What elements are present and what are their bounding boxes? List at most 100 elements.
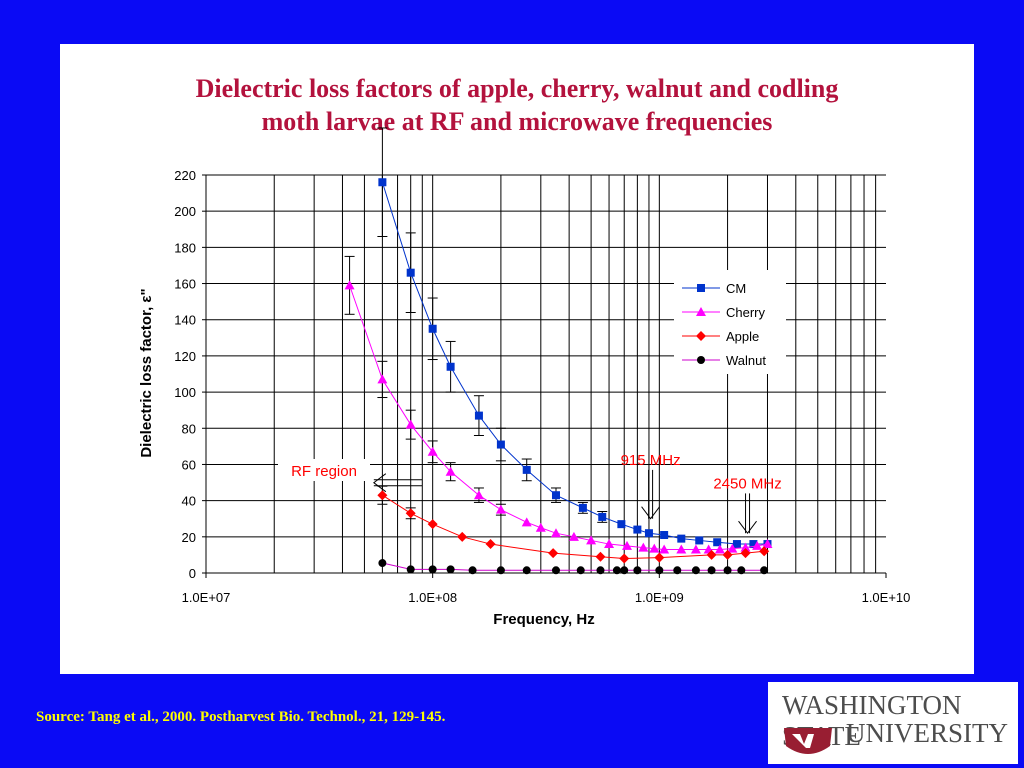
source-citation: Source: Tang et al., 2000. Postharvest B…: [36, 709, 446, 725]
marker-cherry: [676, 544, 687, 554]
marker-cherry: [427, 446, 438, 456]
series-cm: [377, 127, 772, 549]
rf-region-box: [278, 459, 370, 481]
title-line-2: moth larvae at RF and microwave frequenc…: [261, 107, 773, 136]
marker-walnut: [633, 566, 642, 575]
rf-arrow-head: [372, 473, 387, 493]
marker-apple: [377, 490, 388, 501]
marker-cherry: [405, 419, 416, 429]
marker-walnut: [446, 565, 455, 574]
y-tick-label: 80: [182, 421, 196, 436]
y-tick-label: 180: [174, 240, 196, 255]
legend-label-walnut: Walnut: [726, 353, 766, 368]
marker-cm: [496, 440, 505, 449]
legend-label-apple: Apple: [726, 329, 759, 344]
university-logo: WASHINGTON STATE UNIVERSITY: [768, 682, 1018, 764]
marker-cherry: [690, 544, 701, 554]
marker-cherry: [445, 466, 456, 476]
slide-title: Dielectric loss factors of apple, cherry…: [60, 72, 974, 138]
freq-arrow-head: [641, 506, 660, 520]
marker-walnut: [406, 565, 415, 574]
marker-apple: [427, 519, 438, 530]
legend-label-cm: CM: [726, 281, 746, 296]
marker-cm: [378, 178, 387, 187]
marker-cherry: [621, 540, 632, 550]
freq-arrow-head: [738, 520, 757, 535]
chart-series: [344, 127, 773, 575]
marker-cm: [677, 534, 686, 543]
marker-cherry: [586, 535, 597, 545]
marker-apple: [595, 551, 606, 562]
marker-cherry: [344, 280, 355, 290]
marker-cherry: [740, 542, 751, 552]
marker-cherry: [604, 539, 615, 549]
y-tick-label: 0: [189, 566, 196, 581]
marker-apple: [654, 552, 665, 563]
marker-walnut: [760, 566, 769, 575]
y-tick-label: 140: [174, 313, 196, 328]
marker-cm: [406, 268, 415, 277]
marker-apple: [696, 331, 706, 341]
freq-label-2: 2450 MHz: [713, 475, 781, 492]
marker-walnut: [655, 566, 664, 575]
marker-cm: [578, 503, 587, 512]
y-tick-label: 60: [182, 457, 196, 472]
legend-label-cherry: Cherry: [726, 305, 766, 320]
marker-walnut: [620, 566, 629, 575]
marker-cm: [474, 411, 483, 420]
legend-box: [674, 270, 786, 374]
marker-apple: [706, 549, 717, 560]
marker-cherry: [659, 544, 670, 554]
marker-cherry: [568, 531, 579, 541]
marker-cm: [660, 531, 669, 540]
title-line-1: Dielectric loss factors of apple, cherry…: [195, 74, 839, 103]
marker-apple: [759, 546, 770, 557]
marker-cherry: [473, 490, 484, 500]
marker-cherry: [752, 540, 763, 550]
marker-walnut: [612, 566, 621, 575]
y-tick-label: 100: [174, 385, 196, 400]
marker-walnut: [596, 566, 605, 575]
y-tick-label: 120: [174, 349, 196, 364]
marker-apple: [485, 539, 496, 550]
marker-walnut: [468, 566, 477, 575]
line-walnut: [382, 562, 765, 571]
marker-cm: [713, 538, 722, 547]
y-tick-label: 220: [174, 168, 196, 183]
marker-walnut: [737, 566, 746, 575]
marker-walnut: [673, 566, 682, 575]
series-walnut: [378, 559, 769, 575]
x-tick-label: 1.0E+07: [182, 590, 231, 605]
marker-cherry: [762, 539, 773, 549]
marker-cm: [522, 465, 531, 474]
marker-cm: [551, 491, 560, 500]
cougar-seal-icon: [784, 728, 832, 754]
x-tick-label: 1.0E+08: [408, 590, 457, 605]
y-tick-label: 20: [182, 530, 196, 545]
x-tick-label: 1.0E+10: [862, 590, 911, 605]
marker-cherry: [638, 542, 649, 552]
marker-apple: [722, 549, 733, 560]
series-apple: [377, 485, 770, 564]
marker-cherry: [714, 544, 725, 554]
marker-cherry: [727, 543, 738, 553]
chart-legend: CM Cherry Apple Walnut: [674, 270, 786, 374]
marker-cherry: [696, 307, 706, 316]
chart-annotations: RF region 915 MHz 2450 MHz: [278, 452, 782, 535]
slide-panel: [60, 44, 974, 674]
x-axis-label: Frequency, Hz: [493, 611, 594, 628]
marker-cm: [749, 540, 758, 549]
marker-walnut: [428, 565, 437, 574]
marker-walnut: [707, 566, 716, 575]
chart-axes: 0 20 40 60 80 100 120 140 160 180 200 220 1.0E+07 1.0…: [174, 168, 910, 605]
marker-cherry: [550, 528, 561, 538]
y-axis-label: Dielectric loss factor, ε": [138, 288, 155, 457]
freq-label-1: 915 MHz: [621, 452, 681, 469]
marker-cm: [697, 284, 705, 292]
x-tick-label: 1.0E+09: [635, 590, 684, 605]
marker-apple: [548, 548, 559, 559]
marker-walnut: [496, 566, 505, 575]
marker-cm: [598, 512, 607, 521]
marker-cm: [732, 540, 741, 549]
